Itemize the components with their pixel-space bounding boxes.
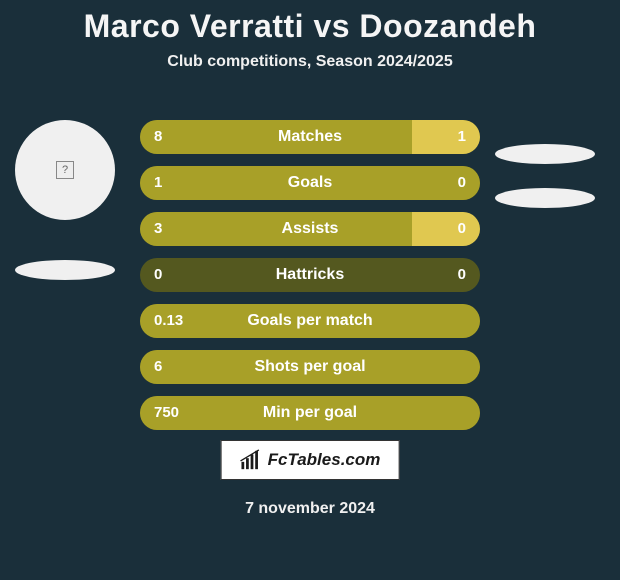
player-left-avatar: ?: [15, 120, 115, 220]
stat-row: 81Matches: [140, 120, 480, 154]
player-right-ellipse-1: [495, 144, 595, 164]
stats-container: 81Matches 10Goals 30Assists 00Hattricks 0.13…: [140, 120, 480, 442]
bar-chart-icon: [240, 449, 262, 471]
stat-row: 10Goals: [140, 166, 480, 200]
stat-row: 6Shots per goal: [140, 350, 480, 384]
fctables-logo: FcTables.com: [221, 440, 400, 480]
stat-label: Hattricks: [140, 258, 480, 292]
date-text: 7 november 2024: [0, 500, 620, 518]
stat-row: 750Min per goal: [140, 396, 480, 430]
avatar-placeholder-icon: ?: [56, 161, 74, 179]
player-left-panel: ?: [10, 120, 120, 280]
stat-label: Goals: [140, 166, 480, 200]
stat-row: 0.13Goals per match: [140, 304, 480, 338]
stat-label: Matches: [140, 120, 480, 154]
player-right-panel: [490, 120, 600, 208]
page-title: Marco Verratti vs Doozandeh: [0, 0, 620, 45]
stat-row: 30Assists: [140, 212, 480, 246]
logo-text: FcTables.com: [268, 450, 381, 470]
player-right-ellipse-2: [495, 188, 595, 208]
player-left-shadow: [15, 260, 115, 280]
stat-label: Min per goal: [140, 396, 480, 430]
stat-label: Goals per match: [140, 304, 480, 338]
subtitle: Club competitions, Season 2024/2025: [0, 53, 620, 71]
stat-label: Shots per goal: [140, 350, 480, 384]
stat-label: Assists: [140, 212, 480, 246]
stat-row: 00Hattricks: [140, 258, 480, 292]
